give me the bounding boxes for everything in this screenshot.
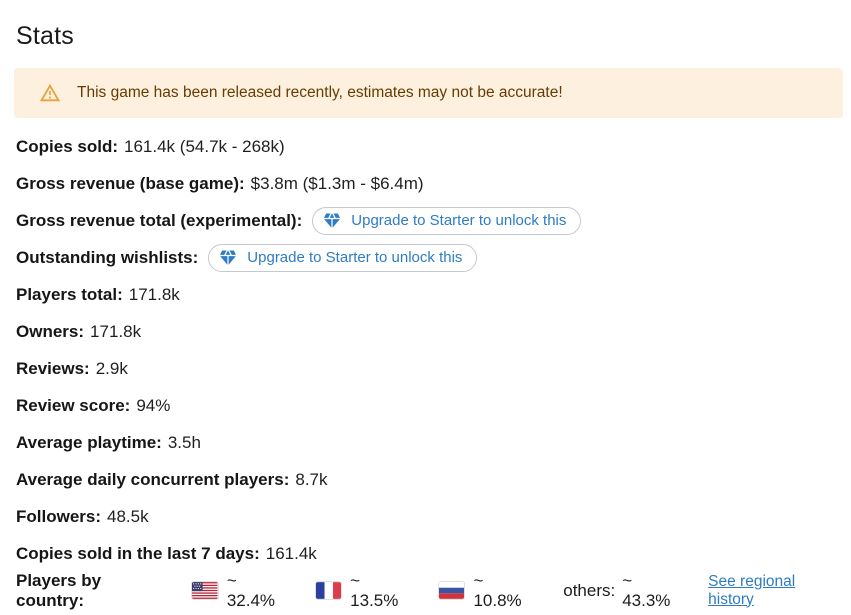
stat-value: 161.4k (54.7k - 268k) xyxy=(124,136,285,156)
stat-label: Review score: xyxy=(16,395,131,415)
stat-value: 48.5k xyxy=(107,506,149,526)
stat-value: 94% xyxy=(136,395,171,415)
stat-value: 3.5h xyxy=(167,432,201,452)
stat-value: 2.9k xyxy=(95,358,128,378)
country-share-ru: ~ 10.8% xyxy=(438,570,535,611)
stat-row-players-by-country: Players by country: xyxy=(16,570,843,611)
upgrade-to-starter-button-gross-revenue[interactable]: Upgrade to Starter to unlock this xyxy=(312,206,582,235)
stats-list: Copies sold: 161.4k (54.7k - 268k) Gross… xyxy=(16,128,843,611)
stat-label: Outstanding wishlists: xyxy=(16,247,199,267)
others-share-value: ~ 43.3% xyxy=(622,570,671,610)
diamond-icon xyxy=(324,213,341,228)
stat-label: Average daily concurrent players: xyxy=(16,469,290,489)
stat-value: 171.8k xyxy=(128,284,180,304)
us-flag-icon xyxy=(192,582,218,599)
stat-row-copies-sold-7-days: Copies sold in the last 7 days: 161.4k xyxy=(16,535,843,572)
stat-label: Owners: xyxy=(16,321,85,341)
stat-value: 161.4k xyxy=(265,543,317,563)
upgrade-button-label: Upgrade to Starter to unlock this xyxy=(351,212,567,229)
stat-label: Reviews: xyxy=(16,358,90,378)
stat-row-gross-revenue-base: Gross revenue (base game): $3.8m ($1.3m … xyxy=(16,165,843,202)
page-title: Stats xyxy=(16,22,74,50)
stat-label: Copies sold: xyxy=(16,136,119,156)
stat-label: Followers: xyxy=(16,506,102,526)
upgrade-to-starter-button-wishlists[interactable]: Upgrade to Starter to unlock this xyxy=(208,243,478,272)
stat-row-average-playtime: Average playtime: 3.5h xyxy=(16,424,843,461)
stat-row-outstanding-wishlists: Outstanding wishlists: Upgrade to Starte… xyxy=(16,239,843,276)
stat-label: Gross revenue (base game): xyxy=(16,173,245,193)
country-share-us: ~ 32.4% xyxy=(192,571,288,611)
stat-value: 8.7k xyxy=(295,469,328,489)
stat-label: Gross revenue total (experimental): xyxy=(16,210,303,230)
stat-value: $3.8m ($1.3m - $6.4m) xyxy=(250,173,424,193)
stat-row-review-score: Review score: 94% xyxy=(16,387,843,424)
stat-row-gross-revenue-total: Gross revenue total (experimental): Upgr… xyxy=(16,202,843,239)
country-share-value: ~ 10.8% xyxy=(473,570,522,610)
stat-label: Copies sold in the last 7 days: xyxy=(16,543,260,563)
country-share-others: others: ~ 43.3% xyxy=(563,571,683,611)
stat-row-copies-sold: Copies sold: 161.4k (54.7k - 268k) xyxy=(16,128,843,165)
others-label: others: xyxy=(563,580,616,600)
stat-row-followers: Followers: 48.5k xyxy=(16,498,843,535)
stat-row-players-total: Players total: 171.8k xyxy=(16,276,843,313)
country-share-value: ~ 32.4% xyxy=(226,570,276,610)
stat-label: Players by country: xyxy=(16,570,102,610)
stat-row-owners: Owners: 171.8k xyxy=(16,313,843,350)
country-share-fr: ~ 13.5% xyxy=(315,570,412,611)
warning-text: This game has been released recently, es… xyxy=(77,84,563,101)
ru-flag-icon xyxy=(438,582,465,599)
stat-label: Players total: xyxy=(16,284,123,304)
upgrade-button-label: Upgrade to Starter to unlock this xyxy=(247,249,463,266)
country-share-value: ~ 13.5% xyxy=(350,570,399,610)
diamond-icon xyxy=(220,250,237,265)
stat-value: 171.8k xyxy=(90,321,142,341)
stat-label: Average playtime: xyxy=(16,432,162,452)
warning-banner: This game has been released recently, es… xyxy=(14,68,843,118)
fr-flag-icon xyxy=(315,582,342,599)
warning-triangle-icon xyxy=(39,83,61,102)
see-regional-history-link[interactable]: See regional history xyxy=(708,572,796,608)
stat-row-average-daily-ccu: Average daily concurrent players: 8.7k xyxy=(16,461,843,498)
stat-row-reviews: Reviews: 2.9k xyxy=(16,350,843,387)
